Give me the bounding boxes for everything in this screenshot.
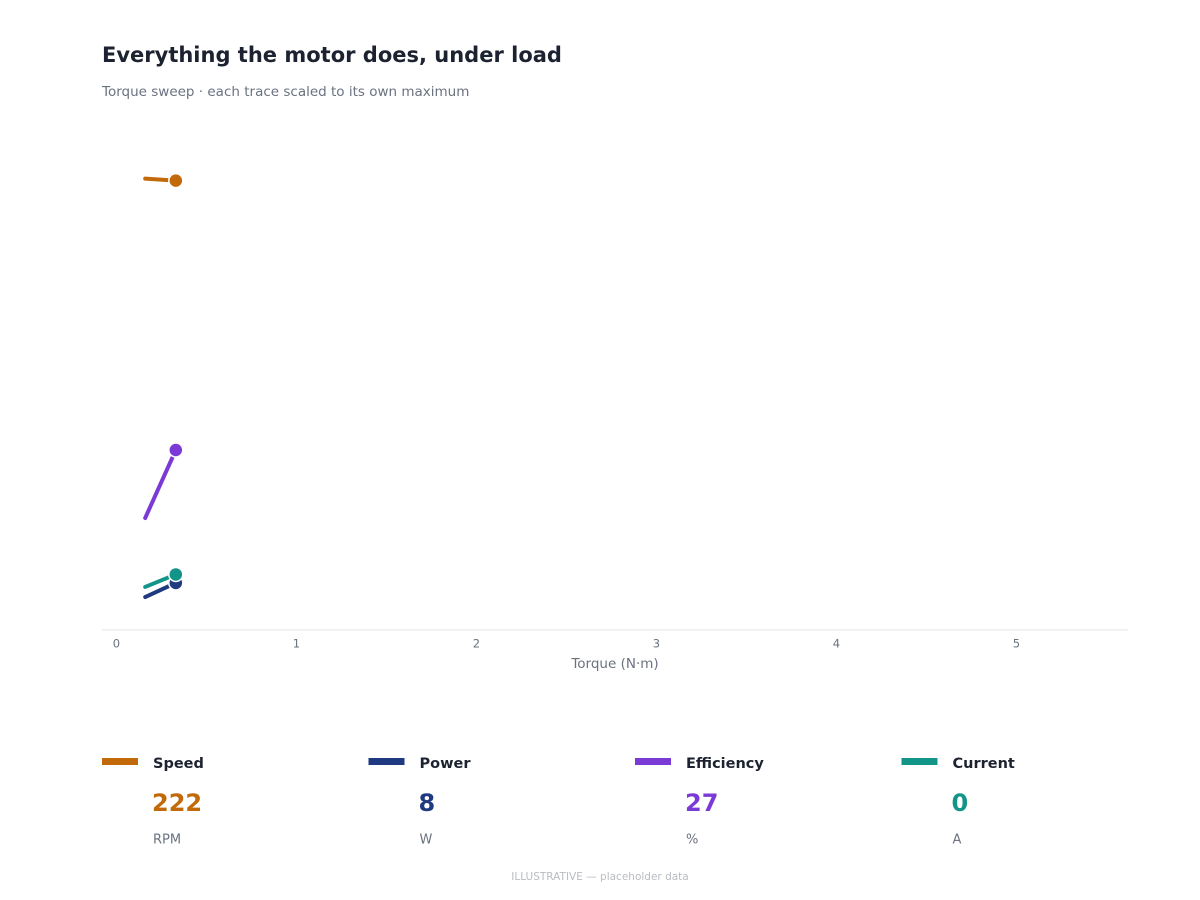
x-tick-label: 1 xyxy=(293,637,300,651)
x-tick-label: 2 xyxy=(473,637,480,651)
legend-readout: 8 xyxy=(419,789,436,817)
legend-readout: 222 xyxy=(152,789,202,817)
x-tick-label: 4 xyxy=(833,637,840,651)
legend-name: Power xyxy=(420,756,472,772)
x-axis-label: Torque (N·m) xyxy=(570,656,658,672)
series-end-marker xyxy=(168,442,184,458)
legend-unit: RPM xyxy=(153,833,181,848)
series-line xyxy=(143,448,178,520)
legend-swatch xyxy=(102,758,138,765)
legend-swatch xyxy=(901,758,938,765)
legend-readout: 27 xyxy=(685,789,718,817)
legend-name: Efficiency xyxy=(686,756,764,772)
legend-readout: 0 xyxy=(952,789,969,817)
series-end-marker xyxy=(168,172,184,189)
chart-title: Everything the motor does, under load xyxy=(102,43,562,67)
legend-name: Current xyxy=(953,756,1015,772)
legend-unit: A xyxy=(953,833,962,848)
x-tick-label: 3 xyxy=(653,637,660,651)
legend-swatch xyxy=(635,758,671,765)
legend-swatch xyxy=(368,758,405,765)
footer-note: ILLUSTRATIVE — placeholder data xyxy=(511,871,688,883)
x-tick-label: 0 xyxy=(113,637,120,651)
series-end-marker xyxy=(168,566,184,583)
legend-name: Speed xyxy=(153,756,204,772)
chart-subtitle: Torque sweep · each trace scaled to its … xyxy=(101,84,469,100)
legend-unit: % xyxy=(686,833,698,848)
x-tick-label: 5 xyxy=(1013,637,1020,651)
legend-unit: W xyxy=(420,833,433,848)
